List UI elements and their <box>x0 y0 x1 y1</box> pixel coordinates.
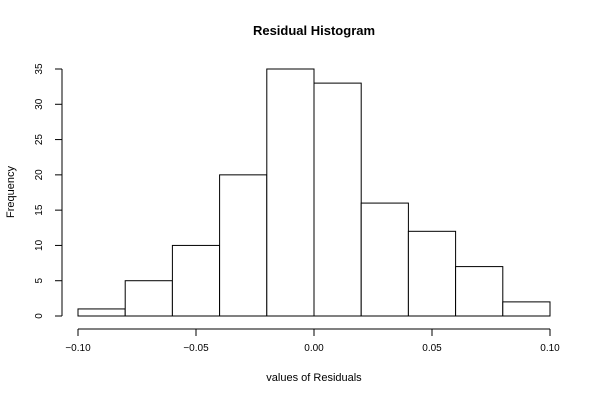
y-tick-label: 35 <box>34 63 45 75</box>
y-tick-label: 30 <box>34 98 45 110</box>
histogram-bar <box>124 280 173 317</box>
histogram-bar <box>313 82 362 317</box>
histogram-bar <box>266 68 315 317</box>
y-tick-label: 20 <box>34 169 45 181</box>
bars-group <box>77 68 551 317</box>
x-tick-label: 0.10 <box>540 343 560 354</box>
histogram-bar <box>407 230 457 317</box>
x-axis-label: values of Residuals <box>266 372 362 384</box>
y-tick-label: 25 <box>34 134 45 146</box>
histogram-bar <box>77 308 126 317</box>
x-tick-label: 0.05 <box>422 343 442 354</box>
histogram-bar <box>502 301 551 317</box>
x-tick-label: −0.10 <box>65 343 91 354</box>
y-axis: 0 5 10 15 20 25 30 35 <box>34 63 63 319</box>
y-tick-label: 0 <box>34 313 45 319</box>
histogram-bar <box>455 266 504 317</box>
histogram-bar <box>219 174 268 317</box>
y-axis-label: Frequency <box>5 166 17 218</box>
y-tick-label: 10 <box>34 239 45 251</box>
x-axis: −0.10 −0.05 0.00 0.05 0.10 <box>65 328 560 354</box>
y-tick-label: 15 <box>34 204 45 216</box>
y-tick-label: 5 <box>34 277 45 283</box>
histogram-bar <box>171 244 221 317</box>
chart-title: Residual Histogram <box>253 23 375 38</box>
histogram-bar <box>360 202 409 317</box>
x-tick-label: −0.05 <box>183 343 209 354</box>
x-tick-label: 0.00 <box>304 343 324 354</box>
